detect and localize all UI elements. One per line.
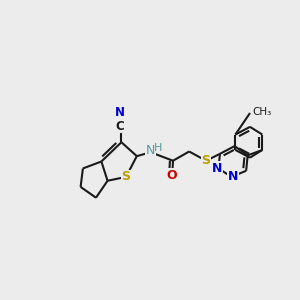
Text: N: N [146,144,155,157]
Text: C: C [116,120,124,133]
Text: H: H [153,143,162,153]
Text: CH₃: CH₃ [252,107,272,117]
Text: S: S [202,154,211,167]
Text: N: N [228,170,238,183]
Text: N: N [212,162,222,175]
Text: S: S [122,170,130,183]
Text: O: O [166,169,177,182]
Text: N: N [115,106,125,119]
